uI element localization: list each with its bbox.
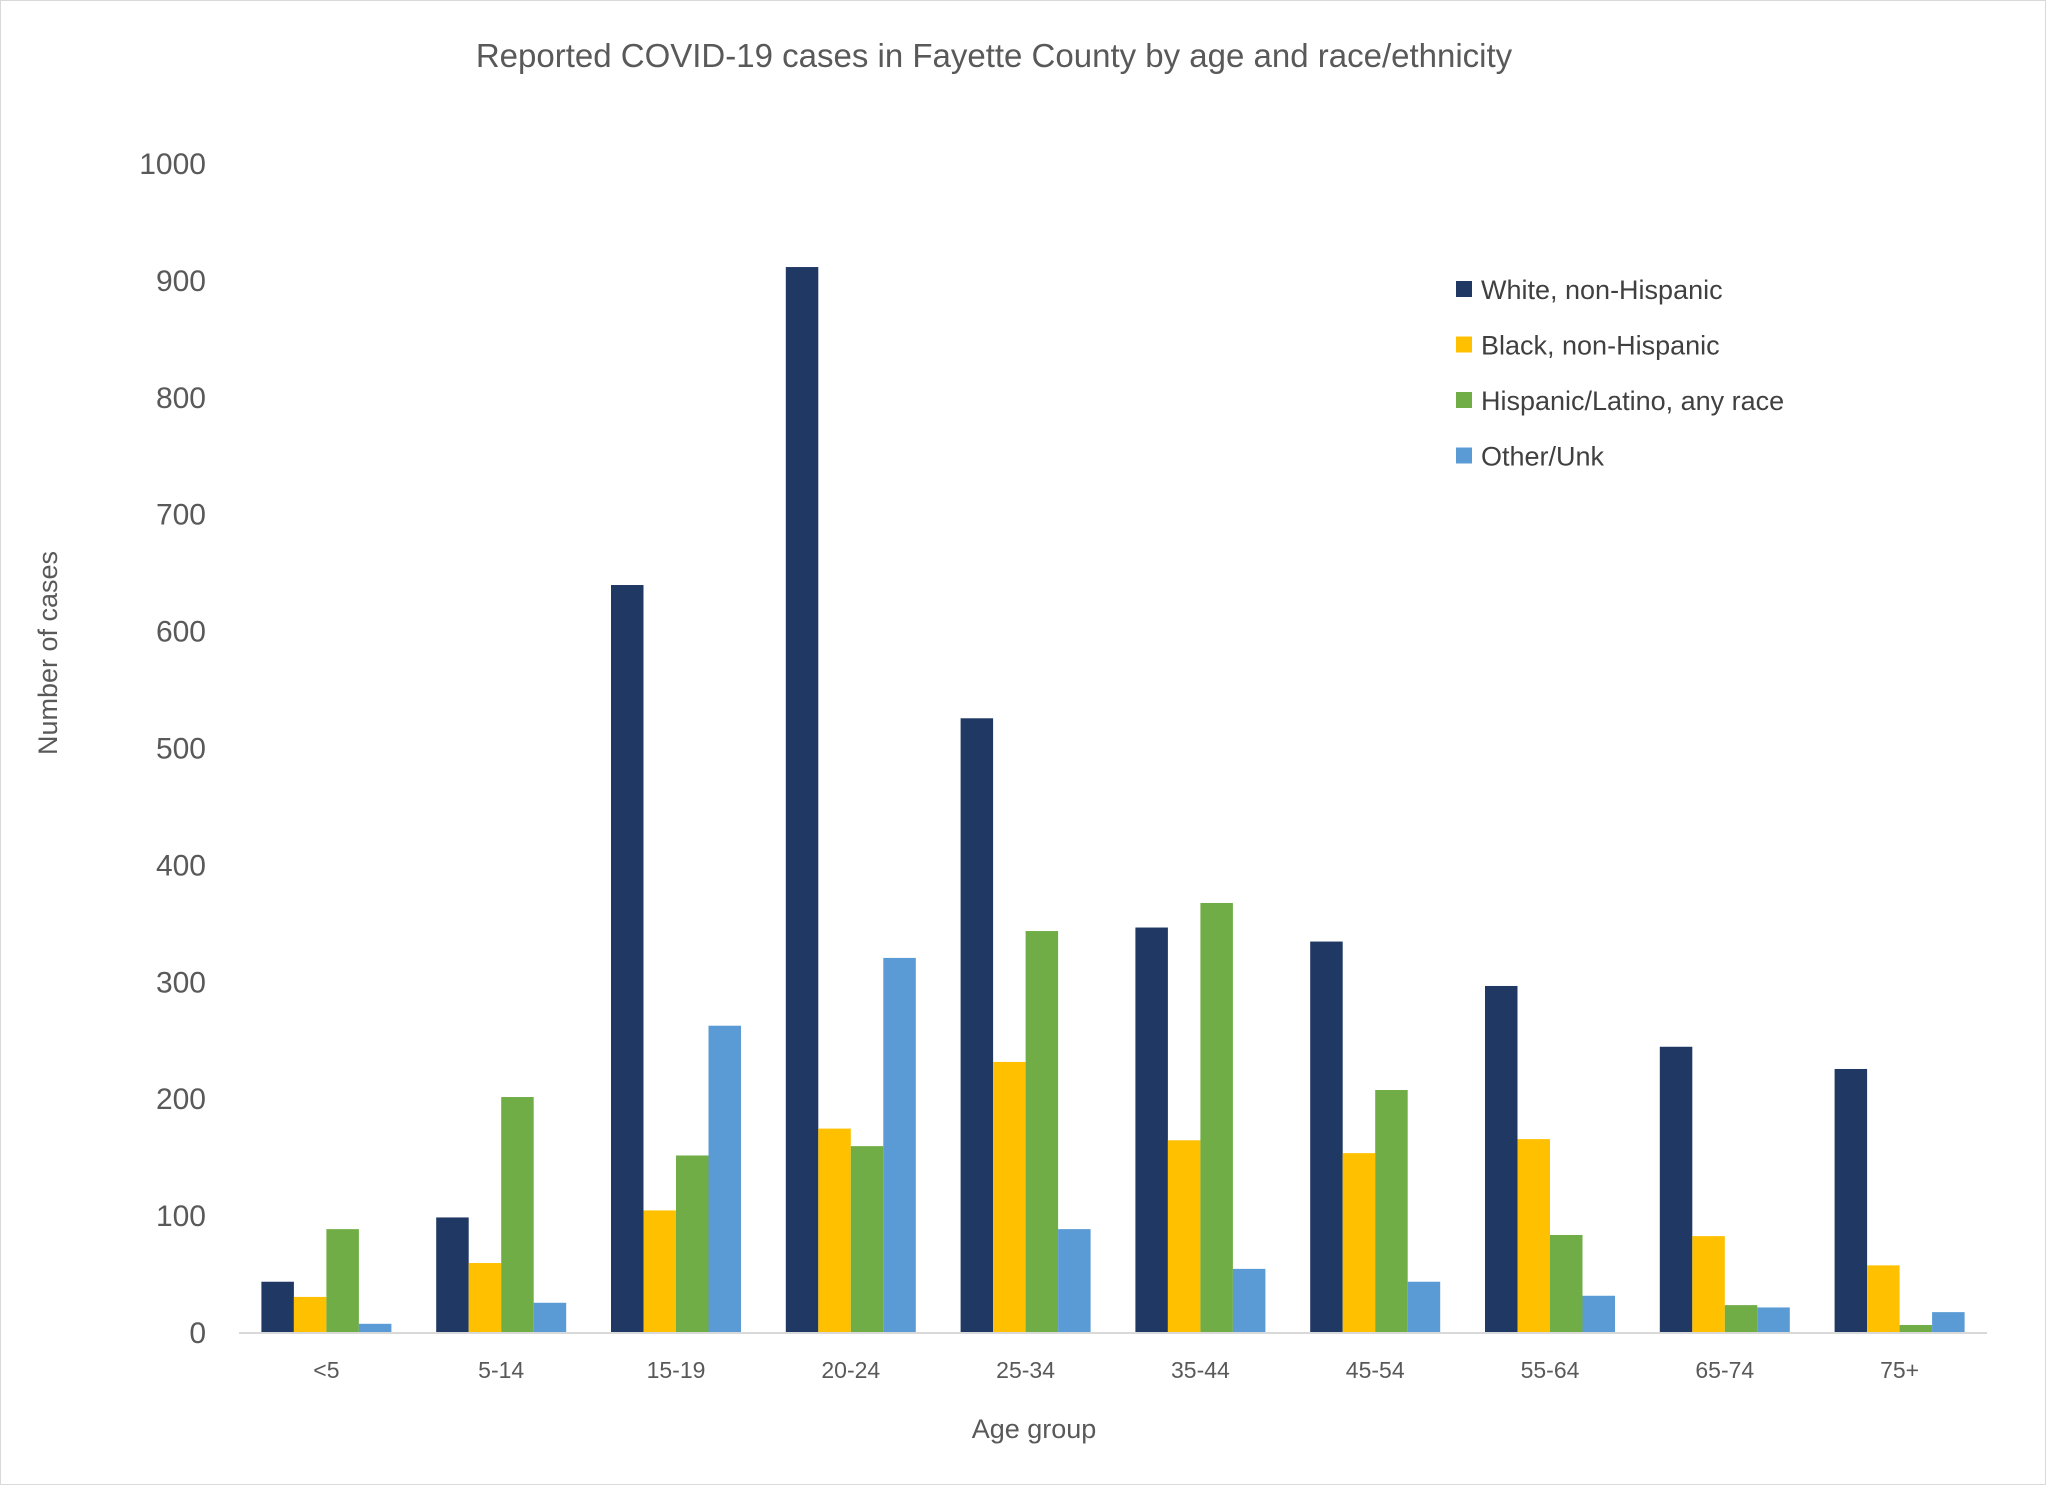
- bar-9-1: [1867, 1265, 1900, 1332]
- y-tick-label: 800: [156, 382, 206, 415]
- bar-7-1: [1517, 1139, 1550, 1332]
- bar-5-0: [1135, 927, 1168, 1332]
- y-tick-label: 300: [156, 966, 206, 999]
- y-tick-label: 0: [189, 1317, 206, 1350]
- x-tick-label: 20-24: [821, 1357, 880, 1383]
- bars: [261, 267, 1965, 1332]
- bar-3-3: [883, 957, 916, 1332]
- legend: White, non-Hispanic Black, non-Hispanic Hi…: [1456, 275, 1784, 472]
- legend-swatch: [1456, 281, 1472, 297]
- x-tick-label: 75+: [1880, 1357, 1919, 1383]
- y-tick-label: 900: [156, 265, 206, 298]
- legend-swatch: [1456, 336, 1472, 353]
- legend-label: Hispanic/Latino, any race: [1481, 386, 1784, 416]
- x-tick-label: 45-54: [1346, 1357, 1405, 1383]
- x-axis-label: Age group: [972, 1414, 1097, 1444]
- bar-9-2: [1899, 1324, 1933, 1332]
- legend-swatch: [1456, 392, 1472, 408]
- y-axis-ticks: 0 100 200 300 400 500 600 700 800 900 1000: [139, 148, 206, 1350]
- bar-2-1: [643, 1210, 676, 1332]
- bar-6-2: [1375, 1090, 1408, 1332]
- bar-0-3: [358, 1323, 392, 1332]
- bar-8-1: [1692, 1236, 1725, 1332]
- chart-title: Reported COVID-19 cases in Fayette Count…: [476, 37, 1513, 74]
- bar-3-2: [850, 1146, 884, 1332]
- y-tick-label: 700: [156, 499, 206, 532]
- bar-6-3: [1407, 1281, 1441, 1332]
- legend-swatch: [1456, 447, 1472, 464]
- bar-2-0: [611, 585, 644, 1332]
- bar-4-0: [960, 718, 994, 1332]
- bar-1-2: [501, 1097, 534, 1332]
- y-tick-label: 500: [156, 733, 206, 766]
- bar-8-0: [1659, 1046, 1693, 1332]
- bar-4-3: [1058, 1229, 1091, 1332]
- bar-1-3: [533, 1302, 567, 1332]
- x-tick-label: <5: [313, 1357, 339, 1383]
- bar-2-2: [676, 1155, 709, 1332]
- y-tick-label: 100: [156, 1200, 206, 1233]
- bar-1-1: [468, 1263, 502, 1332]
- legend-label: Black, non-Hispanic: [1481, 331, 1720, 361]
- x-tick-label: 15-19: [647, 1357, 706, 1383]
- bar-5-3: [1232, 1268, 1266, 1332]
- bar-8-2: [1724, 1305, 1758, 1332]
- bar-7-3: [1582, 1295, 1615, 1332]
- bar-3-0: [785, 267, 819, 1332]
- bar-3-1: [818, 1128, 851, 1332]
- y-axis-label: Number of cases: [33, 551, 63, 755]
- bar-9-0: [1834, 1068, 1868, 1332]
- x-tick-label: 35-44: [1171, 1357, 1230, 1383]
- bar-5-2: [1200, 902, 1233, 1332]
- bar-7-2: [1550, 1234, 1583, 1332]
- x-tick-label: 25-34: [996, 1357, 1055, 1383]
- x-tick-label: 65-74: [1695, 1357, 1754, 1383]
- bar-2-3: [708, 1025, 741, 1332]
- bar-9-3: [1932, 1312, 1965, 1332]
- bar-4-2: [1025, 931, 1059, 1332]
- y-tick-label: 400: [156, 849, 206, 882]
- bar-6-1: [1342, 1153, 1376, 1332]
- x-tick-label: 5-14: [478, 1357, 524, 1383]
- bar-8-3: [1757, 1307, 1790, 1332]
- bar-6-0: [1310, 941, 1343, 1332]
- y-tick-label: 200: [156, 1083, 206, 1116]
- x-tick-label: 55-64: [1521, 1357, 1580, 1383]
- bar-7-0: [1485, 985, 1518, 1332]
- bar-0-2: [326, 1229, 359, 1332]
- bar-5-1: [1167, 1140, 1201, 1332]
- bar-0-1: [293, 1296, 327, 1332]
- bar-0-0: [261, 1281, 294, 1332]
- y-tick-label: 600: [156, 616, 206, 649]
- bar-4-1: [993, 1061, 1026, 1332]
- legend-label: White, non-Hispanic: [1481, 275, 1723, 305]
- bar-1-0: [436, 1217, 469, 1332]
- legend-label: Other/Unk: [1481, 442, 1605, 472]
- x-axis-ticks: <5 5-14 15-19 20-24 25-34 35-44 45-54 55-64 65-7…: [313, 1357, 1919, 1383]
- y-tick-label: 1000: [139, 148, 206, 181]
